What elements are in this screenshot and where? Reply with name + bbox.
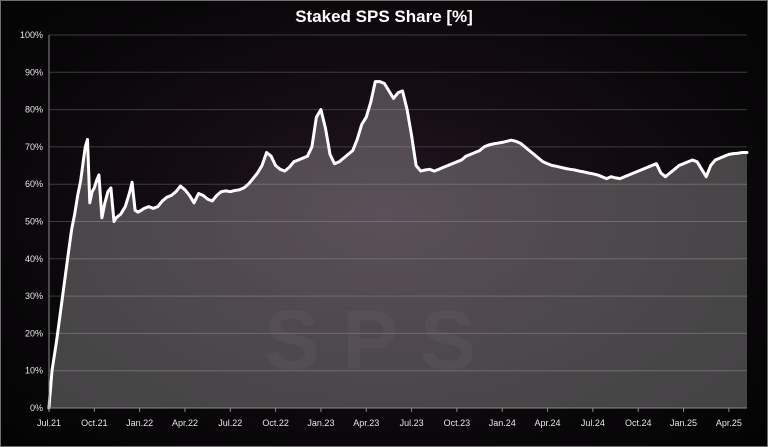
y-tick-label: 70% xyxy=(25,142,43,152)
x-tick-label: Jan.25 xyxy=(670,418,697,428)
y-tick-label: 20% xyxy=(25,328,43,338)
x-tick-label: Oct.21 xyxy=(81,418,108,428)
area-fill xyxy=(49,81,747,408)
y-tick-label: 50% xyxy=(25,217,43,227)
y-tick-label: 10% xyxy=(25,366,43,376)
x-tick-label: Apr.23 xyxy=(353,418,379,428)
x-tick-label: Jan.24 xyxy=(489,418,516,428)
x-tick-label: Jan.23 xyxy=(307,418,334,428)
x-tick-label: Apr.24 xyxy=(535,418,561,428)
chart-title: Staked SPS Share [%] xyxy=(295,7,473,26)
x-tick-label: Jul.21 xyxy=(37,418,61,428)
y-tick-label: 60% xyxy=(25,179,43,189)
x-tick-label: Oct.24 xyxy=(625,418,652,428)
y-tick-label: 30% xyxy=(25,291,43,301)
x-tick-label: Apr.22 xyxy=(172,418,198,428)
y-tick-label: 100% xyxy=(20,30,43,40)
x-tick-label: Jul.22 xyxy=(218,418,242,428)
y-tick-label: 90% xyxy=(25,67,43,77)
x-axis-ticks: Jul.21 Oct.21 Jan.22 Apr.22 Jul.22 Oct.22 Jan.… xyxy=(37,408,742,428)
y-tick-label: 80% xyxy=(25,105,43,115)
x-tick-label: Oct.22 xyxy=(262,418,289,428)
x-tick-label: Apr.25 xyxy=(716,418,742,428)
x-tick-label: Oct.23 xyxy=(444,418,471,428)
area-layer xyxy=(47,80,749,410)
x-tick-label: Jan.22 xyxy=(126,418,153,428)
gridlines xyxy=(49,34,747,372)
y-tick-label: 0% xyxy=(30,403,43,413)
y-tick-label: 40% xyxy=(25,254,43,264)
axes xyxy=(48,35,747,409)
x-tick-label: Jul.24 xyxy=(581,418,605,428)
series-line xyxy=(47,80,749,410)
y-axis-ticks: 0% 10% 20% 30% 40% 50% 60% 70% 80% 90% 100% xyxy=(20,30,43,413)
x-tick-label: Jul.23 xyxy=(400,418,424,428)
